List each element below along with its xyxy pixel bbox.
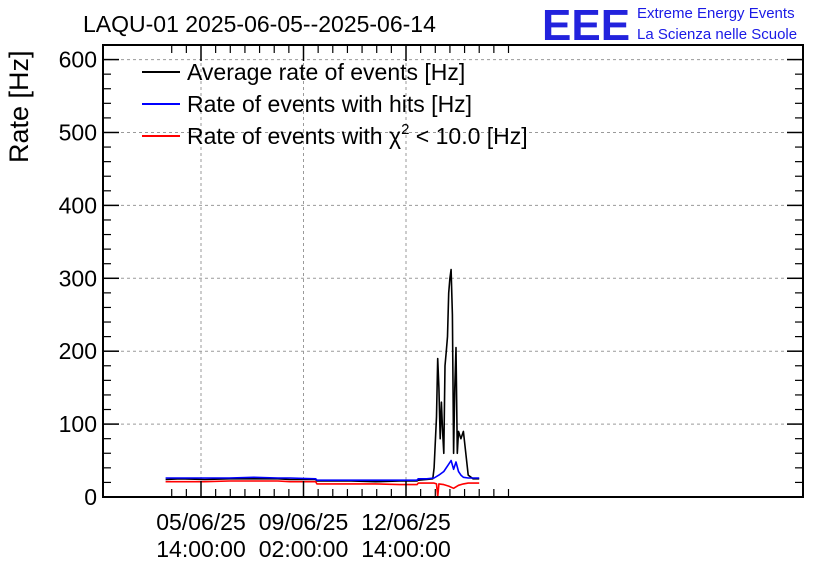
series-group — [165, 268, 480, 498]
legend-label-1: Average rate of events [Hz] — [187, 59, 465, 85]
legend: Average rate of events [Hz] Rate of event… — [142, 59, 528, 149]
eee-logo-mark: EEE — [542, 1, 630, 50]
x-tick-label-date: 09/06/25 — [259, 509, 349, 535]
y-tick-label: 600 — [59, 47, 97, 73]
y-tick-label: 400 — [59, 192, 97, 218]
legend-label-3: Rate of events with χ2 < 10.0 [Hz] — [187, 121, 528, 149]
y-tick-label: 100 — [59, 411, 97, 437]
axes: 010020030040050060005/06/2514:00:0009/06… — [59, 44, 804, 562]
series-line-3 — [165, 480, 480, 498]
chart-title: LAQU-01 2025-06-05--2025-06-14 — [83, 11, 436, 37]
series-line-1 — [165, 268, 480, 483]
y-tick-label: 0 — [84, 484, 97, 510]
legend-label-2: Rate of events with hits [Hz] — [187, 91, 472, 117]
x-tick-label-date: 12/06/25 — [361, 509, 451, 535]
x-tick-label-time: 14:00:00 — [361, 536, 451, 562]
eee-logo: EEE Extreme Energy Events La Scienza nel… — [542, 1, 797, 50]
x-tick-label-time: 14:00:00 — [156, 536, 246, 562]
plot-frame — [102, 44, 804, 498]
x-tick-label-date: 05/06/25 — [156, 509, 246, 535]
x-tick-label-time: 02:00:00 — [259, 536, 349, 562]
y-tick-label: 200 — [59, 338, 97, 364]
eee-logo-line1: Extreme Energy Events — [637, 5, 795, 22]
eee-logo-line2: La Scienza nelle Scuole — [637, 26, 797, 43]
series-line-2 — [165, 459, 480, 482]
y-axis-title: Rate [Hz] — [4, 50, 34, 163]
grid — [103, 45, 803, 497]
y-tick-label: 300 — [59, 265, 97, 291]
y-tick-label: 500 — [59, 119, 97, 145]
